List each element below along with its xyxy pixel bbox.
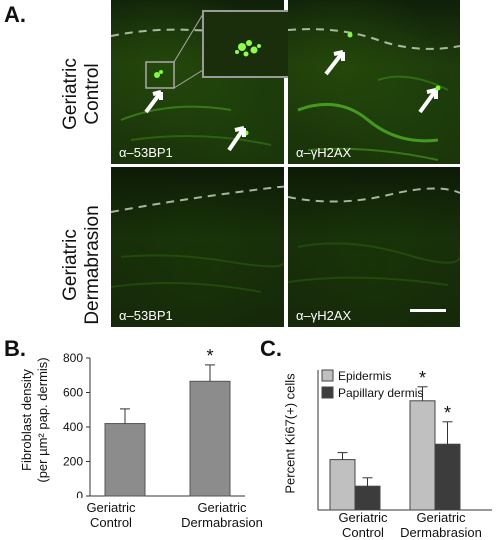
micrograph-control-gh2ax: α–γH2AX [288,0,460,164]
panel-a-letter: A. [4,2,26,27]
panel-c-bar-0-1 [409,400,436,511]
micrograph-zoom-inset-foci [235,40,261,57]
row-label-dermabrasion: Geriatric Dermabrasion [60,185,104,345]
panel-c-legend-label-1: Papillary dermis [338,386,423,400]
panel-b-category-0-line1: Geriatric [86,500,136,515]
panel-c-letter: C. [260,336,282,361]
panel-b-category-0-line2: Control [90,515,132,530]
panel-c-category-0: Geriatric Control [308,510,418,540]
panel-b-ylabel-line1: Fibroblast density [19,369,34,471]
micrograph-dermabrasion-53bp1-label: α–53BP1 [119,308,173,323]
panel-b-ytick-label-3: 600 [63,386,83,400]
panel-c-bar-1-1 [434,443,461,511]
micrograph-dermabrasion-53bp1: α–53BP1 [111,167,284,327]
panel-b-category-1-line1: Geriatric [197,500,247,515]
panel-b-ytick-label-2: 400 [63,420,83,434]
panel-c-legend-swatch-1 [321,386,334,399]
row-label-control: Geriatric Control [60,34,104,154]
row-label-dermabrasion-line1: Geriatric [60,229,81,301]
panel-c-bar-0-0 [329,459,356,511]
panel-b-ytick-label-1: 200 [63,455,83,469]
panel-c-legend-swatch-0 [321,369,334,382]
panel-b-bar-0 [104,423,146,497]
row-label-dermabrasion-line2: Dermabrasion [82,205,103,325]
panel-c-category-1-line1: Geriatric [416,510,466,525]
panel-c-significance-0-1: * [419,368,426,388]
panel-b-ytick-label-4: 800 [63,351,83,365]
panel-b-category-0: Geriatric Control [56,500,166,530]
panel-b-category-1-line2: Dermabrasion [181,515,263,530]
micrograph-dermabrasion-gh2ax-label: α–γH2AX [296,308,352,323]
scale-bar [410,309,446,312]
panel-c-chart: *Epidermis*Papillary dermis [317,368,492,511]
panel-c-category-0-line2: Control [342,525,384,540]
micrograph-dermabrasion-gh2ax-texture [288,187,460,312]
panel-c-significance-1-1: * [444,403,451,423]
panel-b-category-1: Geriatric Dermabrasion [167,500,277,530]
micrograph-control-53bp1-label: α–53BP1 [119,145,173,160]
micrograph-control-gh2ax-label: α–γH2AX [296,145,352,160]
row-label-control-line2: Control [82,63,103,125]
micrograph-zoom-inset [202,10,294,78]
panel-b-ytick-label-0: 0 [76,489,83,498]
panel-c-category-1: Geriatric Dermabrasion [386,510,496,540]
panel-c-ylabel: Percent Ki67(+) cells [282,373,298,494]
panel-b-bar-1 [189,380,231,497]
row-label-control-line1: Geriatric [60,58,81,130]
panel-c-category-0-line1: Geriatric [338,510,388,525]
panel-b-significance-1: * [206,346,213,366]
panel-b-chart: 0 200 400 600 800 * [63,346,245,498]
panel-b-letter: B. [4,336,26,361]
panel-c-legend-label-0: Epidermis [338,369,391,383]
micrograph-control-gh2ax-texture [288,28,460,161]
micrograph-dermabrasion-53bp1-texture [111,185,284,293]
panel-c-category-1-line2: Dermabrasion [400,525,482,540]
panel-c-bar-1-0 [354,485,381,511]
micrograph-dermabrasion-gh2ax: α–γH2AX [288,167,460,327]
